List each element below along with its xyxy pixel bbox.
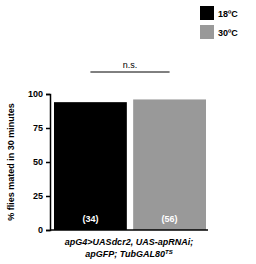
y-tick-label: 50 — [33, 157, 43, 167]
x-axis — [50, 230, 208, 231]
legend-swatch — [200, 25, 214, 39]
y-tick: 50 — [33, 157, 50, 167]
sample-size: (56) — [162, 214, 178, 224]
x-axis-title: apGFP; TubGAL80TS — [85, 249, 173, 259]
legend: 18ºC 30ºC — [200, 6, 238, 39]
y-tick-mark — [46, 230, 50, 232]
significance-line — [90, 72, 169, 73]
x-axis-title-superscript: TS — [165, 249, 173, 255]
y-tick-label: 75 — [33, 123, 43, 133]
y-tick: 75 — [33, 123, 50, 133]
bar — [54, 102, 127, 230]
legend-label: 30ºC — [218, 28, 238, 38]
y-tick-mark — [46, 162, 50, 164]
y-axis: 0 25 50 75 100 — [28, 89, 51, 235]
y-tick-mark — [46, 128, 50, 130]
y-axis-title: % flies mated in 30 minutes — [6, 103, 16, 221]
y-tick-label: 100 — [28, 89, 43, 99]
y-tick: 0 — [38, 225, 50, 235]
sample-size: (34) — [82, 214, 98, 224]
y-tick: 25 — [33, 191, 50, 201]
y-tick-label: 25 — [33, 191, 43, 201]
y-tick-mark — [46, 196, 50, 198]
y-tick-mark — [46, 94, 50, 96]
y-tick-label: 0 — [38, 225, 43, 235]
bar — [133, 99, 206, 230]
x-axis-line — [50, 229, 208, 231]
legend-label: 18ºC — [218, 9, 238, 19]
y-axis-line — [46, 95, 51, 231]
x-axis-title: apG4>UASdcr2, UAS-apRNAi; — [65, 237, 193, 247]
x-axis-title-line: apG4>UASdcr2, UAS-apRNAi; — [65, 237, 193, 247]
x-axis-title-line: apGFP; TubGAL80 — [85, 249, 165, 259]
significance-label: n.s. — [123, 60, 138, 70]
bars — [54, 99, 206, 230]
y-tick: 100 — [28, 89, 50, 99]
chart: (34) (56) 0 25 50 75 100 % flies mated in 30 mi… — [0, 0, 256, 264]
legend-swatch — [200, 6, 214, 20]
